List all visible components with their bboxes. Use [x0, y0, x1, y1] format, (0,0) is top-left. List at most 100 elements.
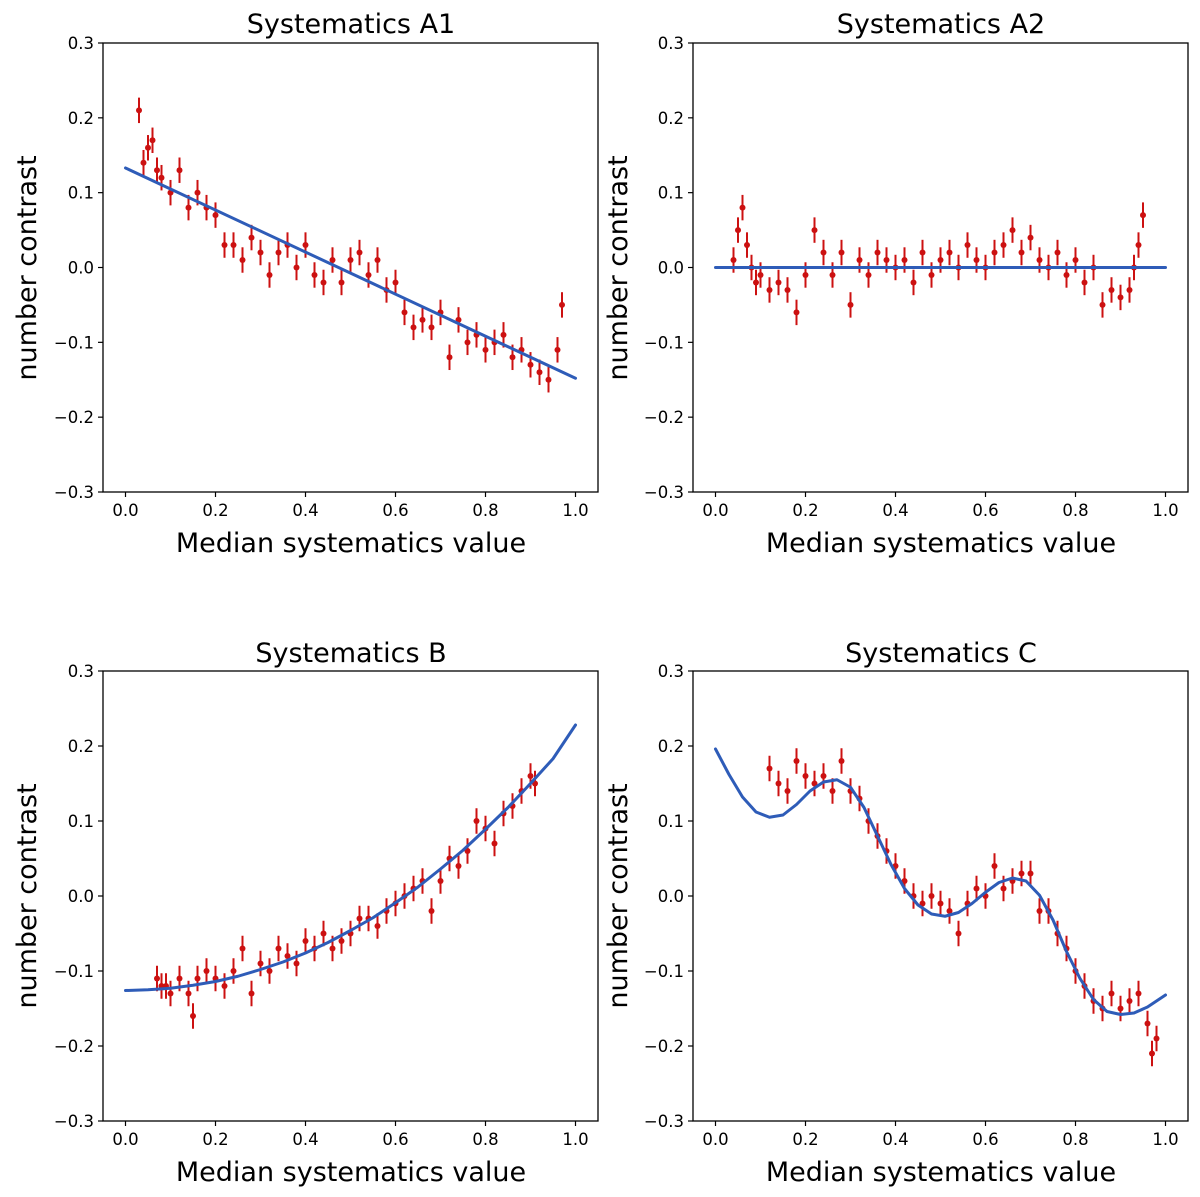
data-point [883, 257, 890, 264]
data-point [1018, 870, 1025, 877]
data-point [829, 788, 836, 794]
data-point [1117, 1005, 1124, 1012]
data-point [901, 257, 908, 264]
data-point [937, 257, 944, 264]
y-tick-label: −0.3 [54, 1112, 94, 1131]
x-axis-label: Median systematics value [766, 528, 1116, 559]
data-point [784, 788, 791, 794]
data-point [509, 354, 516, 361]
data-point [991, 249, 998, 256]
x-tick-label: 1.0 [1152, 1130, 1178, 1149]
y-tick-label: −0.1 [54, 962, 94, 981]
data-point [1099, 301, 1106, 308]
data-point [257, 249, 264, 256]
data-point [1072, 257, 1079, 264]
y-tick-label: 0.3 [68, 34, 94, 53]
data-point [491, 840, 498, 847]
y-tick-label: 0.2 [68, 737, 94, 756]
data-point [473, 818, 480, 824]
data-point [374, 257, 381, 264]
data-point [793, 309, 800, 316]
data-point [838, 758, 845, 764]
data-point [176, 975, 183, 982]
data-point [536, 369, 543, 376]
data-point [527, 773, 534, 779]
data-point [248, 990, 255, 997]
x-tick-label: 1.0 [1152, 501, 1178, 520]
data-point [856, 257, 863, 264]
x-tick-label: 0.2 [792, 1130, 818, 1149]
data-point [154, 975, 160, 982]
data-point [919, 249, 926, 256]
fit-line [124, 166, 577, 380]
y-axis-label: number contrast [603, 155, 634, 380]
data-point [1063, 271, 1070, 278]
x-tick-label: 0.8 [472, 501, 498, 520]
data-point [329, 945, 336, 952]
data-point [1054, 249, 1061, 256]
data-point [230, 242, 237, 249]
data-point [730, 257, 737, 264]
data-point [1126, 286, 1133, 293]
data-point [221, 242, 228, 249]
y-tick-label: 0.2 [68, 109, 94, 128]
data-point [766, 765, 773, 772]
data-point [820, 249, 827, 256]
data-point [744, 242, 750, 249]
data-point [446, 354, 453, 361]
data-point [275, 945, 282, 952]
data-point [275, 249, 282, 256]
x-tick-label: 1.0 [562, 1130, 588, 1149]
data-point [775, 279, 782, 286]
y-tick-label: −0.1 [54, 333, 94, 352]
data-point [1135, 242, 1142, 249]
data-point [991, 863, 998, 869]
data-point [739, 204, 746, 211]
data-point [811, 227, 818, 234]
data-point [185, 204, 192, 211]
x-tick-label: 0.6 [972, 1130, 998, 1149]
x-tick-label: 0.8 [1062, 1130, 1088, 1149]
data-point [257, 960, 264, 967]
y-tick-label: 0.0 [68, 887, 94, 906]
x-tick-label: 0.2 [202, 501, 228, 520]
y-tick-label: −0.2 [54, 408, 94, 427]
data-point [190, 1013, 196, 1019]
x-tick-label: 0.6 [972, 501, 998, 520]
y-tick-label: 0.1 [68, 812, 94, 831]
data-point [784, 286, 791, 293]
x-tick-label: 0.8 [1062, 501, 1088, 520]
data-point [284, 953, 291, 959]
y-tick-label: −0.3 [54, 483, 94, 502]
plot-area [124, 97, 577, 393]
data-point [1135, 990, 1142, 997]
data-point [1149, 1050, 1155, 1057]
data-point [194, 189, 201, 196]
data-point [136, 107, 142, 114]
y-tick-label: 0.3 [658, 662, 684, 681]
data-point [302, 938, 309, 944]
data-point [230, 968, 237, 974]
data-point [847, 301, 854, 308]
x-tick-label: 0.6 [382, 1130, 408, 1149]
data-point [347, 257, 354, 264]
data-point [1108, 990, 1115, 997]
y-tick-label: −0.2 [54, 1037, 94, 1056]
y-tick-label: 0.1 [658, 184, 684, 203]
data-point [554, 346, 561, 353]
panel-title: Systematics B [255, 638, 446, 669]
data-point [545, 376, 552, 383]
data-point [149, 137, 156, 144]
panel-systematics-a2: Systematics A2 Median systematics value … [603, 9, 1189, 559]
y-axis-label: number contrast [12, 155, 43, 380]
y-tick-label: 0.2 [658, 109, 684, 128]
data-point [140, 159, 147, 166]
data-point [946, 249, 953, 256]
data-point [266, 271, 273, 278]
data-point [356, 915, 363, 922]
y-tick-label: 0.1 [658, 812, 684, 831]
data-point [919, 900, 926, 907]
data-point [464, 339, 471, 346]
data-point [176, 167, 183, 174]
